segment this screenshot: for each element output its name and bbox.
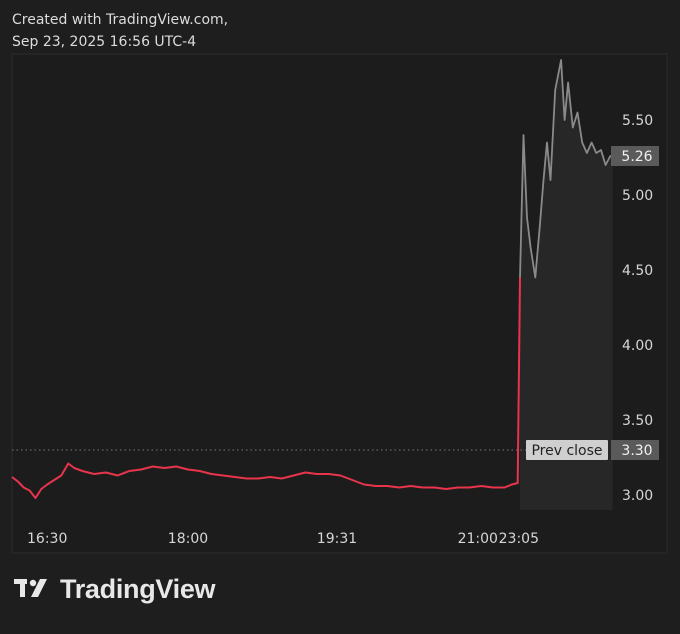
watermark-header: Created with TradingView.com, Sep 23, 20… [12,9,228,53]
y-tick-label: 3.00 [622,488,653,504]
x-tick-label: 23:05 [499,531,539,547]
y-tick-label: 5.00 [622,188,653,204]
prev-close-badge [526,440,608,460]
x-tick-label: 19:31 [317,531,357,547]
x-tick-label: 16:30 [27,531,67,547]
regular-session-line [11,277,521,499]
tradingview-branding: TradingView [14,574,216,605]
prev-close-value-badge [611,440,659,460]
y-tick-label: 5.50 [622,113,653,129]
y-tick-label: 4.50 [622,263,653,279]
prev-close-label: Prev close [531,443,602,459]
x-tick-label: 21:00 [458,531,498,547]
tradingview-logo-icon [14,577,52,603]
last-price-badge [611,146,659,166]
y-tick-label: 4.00 [622,338,653,354]
post-market-area [520,60,613,510]
created-with-text: Created with TradingView.com, [12,12,229,28]
prev-close-value: 3.30 [621,443,652,459]
last-price-value: 5.26 [621,149,652,165]
timestamp-text: Sep 23, 2025 16:56 UTC-4 [12,34,197,50]
post-market-line [519,59,613,279]
y-tick-label: 3.50 [622,413,653,429]
tradingview-wordmark: TradingView [60,574,216,604]
x-tick-label: 18:00 [168,531,208,547]
